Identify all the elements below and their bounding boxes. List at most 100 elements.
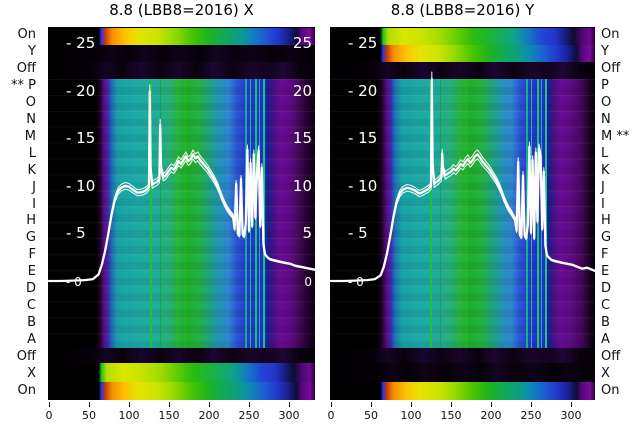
spectral-line-1 [160, 79, 162, 348]
row-banding-overlay [330, 79, 595, 348]
xtick-mark-y-150 [451, 402, 452, 407]
row-label-right-21: On [601, 383, 620, 399]
ytick-right-25: 25 [292, 34, 312, 52]
strip-on-6 [48, 382, 315, 400]
row-label-right-13: F [601, 247, 609, 263]
spectral-line-3 [466, 79, 468, 348]
xtick-label-y-100: 100 [400, 409, 422, 422]
xtick-label-x-0: 0 [45, 409, 53, 422]
xtick-mark-y-0 [331, 402, 332, 407]
trace-curve-x [48, 84, 315, 283]
ytick-left-10: - 10 [66, 176, 96, 195]
xtick-mark-x-300 [289, 402, 290, 407]
xtick-mark-x-0 [49, 402, 50, 407]
xtick-label-x-300: 300 [278, 409, 300, 422]
trace-polyline [330, 71, 595, 282]
row-label-right-20: X [601, 366, 610, 382]
xtick-label-y-50: 50 [364, 409, 378, 422]
trace-polyline [48, 90, 315, 283]
xtick-label-y-150: 150 [440, 409, 462, 422]
row-label-left-17: B [27, 315, 36, 331]
row-label-right-6: M ** [601, 128, 630, 144]
xtick-label-y-0: 0 [327, 409, 335, 422]
trace-polyline [48, 84, 315, 282]
row-label-right-11: H [601, 213, 611, 229]
ytick-right-15: 15 [292, 129, 312, 148]
row-label-right-19: Off [601, 349, 621, 365]
strip-off-2 [48, 62, 315, 79]
row-label-right-10: I [601, 196, 605, 212]
ytick-left-20: - 20 [348, 81, 378, 100]
row-label-right-8: K [601, 162, 610, 178]
xtick-label-x-250: 250 [238, 409, 260, 422]
row-label-left-3: ** P [11, 77, 36, 93]
row-label-right-0: On [601, 27, 620, 42]
ytick-right-10: 10 [292, 176, 312, 195]
row-labels-right: On Y Off P O N M ** L K J I H G F E D C B A Off X On [601, 27, 640, 400]
row-label-left-20: X [27, 366, 36, 382]
row-label-right-12: G [601, 230, 612, 246]
spectral-line-8 [263, 79, 266, 348]
ytick-left-25: - 25 [66, 34, 96, 52]
spectral-line-0 [430, 79, 433, 348]
row-label-left-21: On [17, 383, 36, 399]
xtick-mark-y-100 [411, 402, 412, 407]
strip-x-5 [48, 363, 315, 382]
strip-y-1 [330, 45, 595, 62]
ytick-left-15: - 15 [348, 129, 378, 148]
row-label-right-14: E [601, 264, 610, 280]
row-label-right-1: Y [601, 43, 609, 59]
strip-on-0 [48, 28, 315, 45]
ytick-left-5: - 5 [66, 224, 86, 243]
trace-polyline [330, 85, 595, 282]
xtick-mark-y-200 [491, 402, 492, 407]
xtick-label-x-150: 150 [158, 409, 180, 422]
spectral-line-3 [184, 79, 186, 348]
ytick-left-25: - 25 [348, 34, 378, 52]
row-label-left-6: M [24, 128, 36, 144]
row-label-right-4: O [601, 94, 612, 110]
xtick-label-y-250: 250 [520, 409, 542, 422]
row-label-left-4: O [25, 94, 36, 110]
xtick-mark-x-150 [169, 402, 170, 407]
row-label-right-3: P [601, 77, 609, 93]
panel-y: - 25 - 20 - 15 - 10 - 5 - 0 [330, 27, 595, 400]
xtick-mark-x-50 [89, 402, 90, 407]
strip-x-5 [330, 363, 595, 382]
ytick-left-20: - 20 [66, 81, 96, 100]
row-label-right-15: D [601, 281, 612, 297]
panel-x: - 25 25 - 20 20 - 15 15 - 10 10 - 5 5 - 0 0 [48, 27, 315, 400]
row-label-left-10: I [32, 196, 36, 212]
row-banding-overlay [48, 79, 315, 348]
strip-off-2 [330, 62, 595, 79]
row-label-right-16: C [601, 298, 611, 314]
row-label-left-9: J [32, 179, 36, 195]
row-label-left-2: Off [16, 60, 36, 76]
xtick-mark-x-250 [249, 402, 250, 407]
trace-polyline [330, 78, 595, 283]
ytick-right-5: 5 [302, 224, 312, 243]
row-label-left-5: N [26, 111, 36, 127]
spectral-line-8 [545, 79, 548, 348]
xtick-mark-y-250 [531, 402, 532, 407]
spectral-line-2 [176, 79, 178, 348]
row-label-right-2: Off [601, 60, 621, 76]
spectral-line-0 [149, 79, 152, 348]
xtick-mark-y-50 [371, 402, 372, 407]
strip-off-4 [330, 348, 595, 363]
row-label-left-7: L [28, 145, 36, 161]
row-label-left-1: Y [28, 43, 36, 59]
spectral-line-2 [458, 79, 460, 348]
row-label-left-13: F [28, 247, 36, 263]
row-label-right-7: L [601, 145, 609, 161]
trace-curve-y [330, 71, 595, 283]
trace-polyline [48, 97, 315, 282]
strip-off-4 [48, 348, 315, 363]
row-label-right-17: B [601, 315, 610, 331]
row-label-left-8: K [27, 162, 36, 178]
row-label-left-16: C [26, 298, 36, 314]
row-labels-left: On Y Off ** P O N M L K J I H G F E D C B A Off X On [0, 27, 36, 400]
xtick-label-y-200: 200 [480, 409, 502, 422]
row-label-left-14: E [27, 264, 36, 280]
